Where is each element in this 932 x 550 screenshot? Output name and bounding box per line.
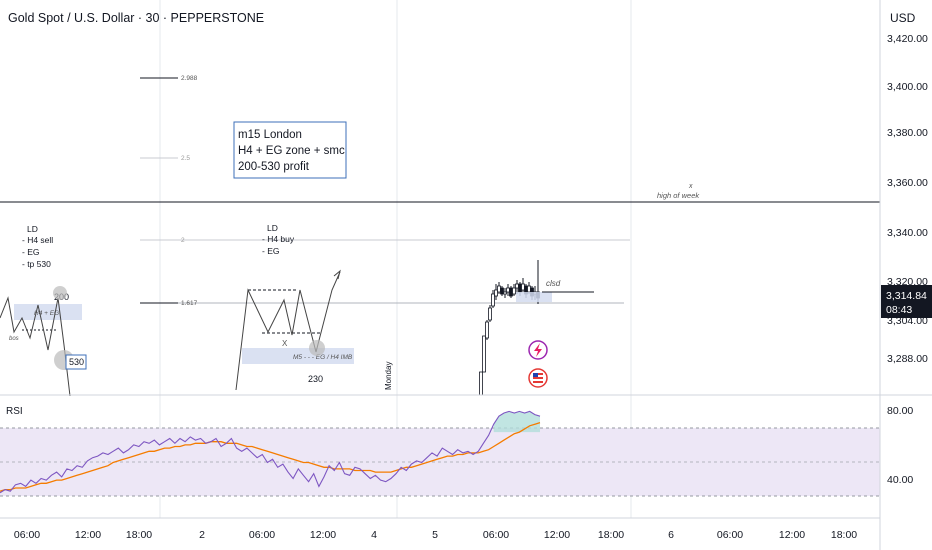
price-axis[interactable]: 3,420.00 3,400.00 3,380.00 3,360.00 3,34… xyxy=(887,33,928,486)
high-of-week-label: high of week xyxy=(657,191,700,200)
fib-levels: 2.988 2.5 2 1.617 xyxy=(140,75,630,307)
plan-line: - EG xyxy=(262,246,279,256)
candle xyxy=(497,285,501,293)
plan-line: - H4 sell xyxy=(22,235,53,245)
time-tick: 12:00 xyxy=(75,529,101,541)
time-tick: 2 xyxy=(199,529,205,541)
rsi-label: RSI xyxy=(6,406,23,417)
candle xyxy=(482,335,486,373)
candle xyxy=(494,289,498,297)
mid-zone xyxy=(242,348,354,364)
time-tick: 06:00 xyxy=(483,529,509,541)
plan-line: - tp 530 xyxy=(22,259,51,269)
candle xyxy=(521,283,525,291)
note-line: m15 London xyxy=(238,129,302,141)
candle xyxy=(515,283,519,289)
price-pane[interactable]: high of week x 2.988 2.5 2 1.617 m15 Lon… xyxy=(0,75,880,397)
note-line: 200-530 profit xyxy=(238,161,310,173)
mid-plan: LD - H4 buy - EG xyxy=(262,223,295,256)
fib-level-label: 1.617 xyxy=(181,300,198,307)
label-x: X xyxy=(282,339,288,348)
time-tick: 06:00 xyxy=(14,529,40,541)
price-tick: 3,380.00 xyxy=(887,127,928,139)
candle xyxy=(527,285,531,293)
rsi-ma-line xyxy=(0,421,541,492)
fib-level-label: 2.5 xyxy=(181,155,190,162)
note-box[interactable]: m15 London H4 + EG zone + smc 200-530 pr… xyxy=(233,121,347,179)
plan-line: LD xyxy=(267,223,278,233)
rsi-tick: 80.00 xyxy=(887,405,913,417)
monday-label: Monday xyxy=(384,362,393,390)
last-price-tag: 3,314.84 08:43 xyxy=(881,285,932,318)
candle xyxy=(506,287,510,293)
plan-line: - EG xyxy=(22,247,39,257)
high-of-week-marker: x xyxy=(688,183,693,190)
time-tick: 06:00 xyxy=(249,529,275,541)
time-tick: 6 xyxy=(668,529,674,541)
time-tick: 06:00 xyxy=(717,529,743,541)
price-tick: 3,400.00 xyxy=(887,81,928,93)
label-530: 530 xyxy=(69,357,84,367)
rsi-line xyxy=(0,410,541,494)
time-tick: 12:00 xyxy=(544,529,570,541)
price-tick: 3,340.00 xyxy=(887,227,928,239)
time-tick: 12:00 xyxy=(779,529,805,541)
time-tick: 5 xyxy=(432,529,438,541)
rsi-tick: 40.00 xyxy=(887,474,913,486)
left-path xyxy=(0,296,71,397)
left-zone xyxy=(14,304,82,320)
candle xyxy=(479,371,483,396)
us-flag-icon[interactable] xyxy=(528,368,548,388)
mid-path xyxy=(235,271,341,391)
rsi-pane[interactable]: RSI xyxy=(0,406,880,497)
flash-icon[interactable] xyxy=(528,340,548,360)
countdown: 08:43 xyxy=(886,304,912,316)
candle xyxy=(512,287,516,295)
symbol-title: Gold Spot / U.S. Dollar · 30 · PEPPERSTO… xyxy=(8,11,264,25)
label-230: 230 xyxy=(308,374,323,384)
target-530-box xyxy=(65,354,87,370)
clsd-label: clsd xyxy=(546,279,561,288)
left-plan: LD - H4 sell - EG - tp 530 xyxy=(22,224,53,269)
mid-zone-label: M5 - - - EG / H4 IMB xyxy=(293,354,353,361)
time-tick: 12:00 xyxy=(310,529,336,541)
left-zone-label: H4 + EG xyxy=(34,310,59,317)
currency-label[interactable]: USD xyxy=(890,11,916,25)
fib-level-label: 2.988 xyxy=(181,75,198,82)
candle xyxy=(518,283,522,293)
candle xyxy=(491,293,495,307)
price-tick: 3,288.00 xyxy=(887,353,928,365)
candle xyxy=(500,287,504,295)
price-tick: 3,360.00 xyxy=(887,177,928,189)
time-tick: 18:00 xyxy=(831,529,857,541)
right-zone xyxy=(516,292,552,302)
candle xyxy=(509,287,513,297)
time-tick: 18:00 xyxy=(126,529,152,541)
label-bos: bos xyxy=(9,336,19,342)
candle xyxy=(488,307,492,321)
candle xyxy=(503,291,507,295)
time-tick: 4 xyxy=(371,529,377,541)
candle xyxy=(485,321,489,339)
fib-level-label: 2 xyxy=(181,237,185,244)
plan-line: LD xyxy=(27,224,38,234)
time-axis[interactable]: 06:00 12:00 18:00 2 06:00 12:00 4 5 06:0… xyxy=(14,529,857,541)
price-tick: 3,420.00 xyxy=(887,33,928,45)
time-tick: 18:00 xyxy=(598,529,624,541)
plan-line: - H4 buy xyxy=(262,234,295,244)
note-line: H4 + EG zone + smc xyxy=(238,145,345,157)
last-price: 3,314.84 xyxy=(886,290,927,302)
